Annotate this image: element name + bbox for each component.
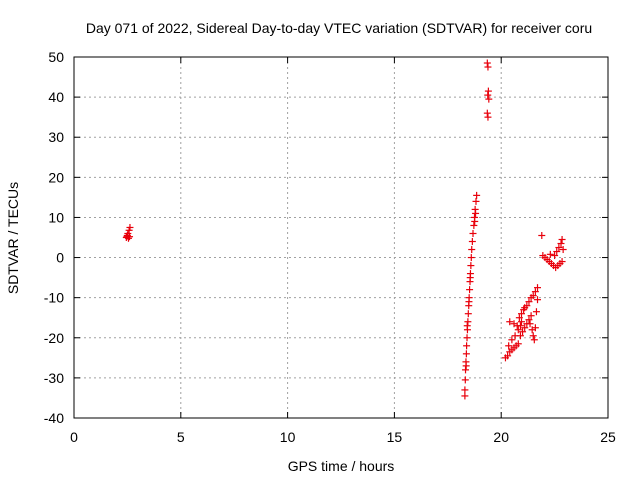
data-point	[126, 223, 134, 231]
data-point	[517, 318, 525, 326]
data-point	[472, 209, 480, 217]
chart-title: Day 071 of 2022, Sidereal Day-to-day VTE…	[86, 20, 592, 36]
x-tick-label: 0	[70, 429, 78, 445]
y-tick-label: 50	[48, 49, 64, 65]
data-point	[521, 324, 529, 332]
x-tick-label: 10	[280, 429, 296, 445]
data-point	[534, 284, 542, 292]
data-point	[526, 320, 534, 328]
data-point	[463, 334, 471, 342]
data-point	[529, 332, 537, 340]
data-point	[464, 310, 472, 318]
data-point	[462, 366, 470, 374]
data-point	[472, 197, 480, 205]
plot-frame	[73, 56, 609, 419]
data-point	[123, 232, 131, 240]
axis-ticks	[73, 56, 609, 419]
data-point	[546, 250, 554, 258]
data-point	[484, 63, 492, 71]
data-point	[469, 229, 477, 237]
data-point	[484, 113, 492, 121]
data-point	[467, 254, 475, 262]
data-point	[516, 332, 524, 340]
data-point	[531, 324, 539, 332]
data-point	[551, 252, 559, 260]
data-point	[531, 288, 539, 296]
y-tick-label: -40	[44, 410, 64, 426]
data-point	[508, 336, 516, 344]
y-tick-label: -20	[44, 330, 64, 346]
grid	[74, 57, 608, 418]
data-point	[527, 312, 535, 320]
y-tick-label: 20	[48, 169, 64, 185]
data-point	[504, 352, 512, 360]
data-point	[514, 340, 522, 348]
data-point	[515, 314, 523, 322]
data-point	[517, 310, 525, 318]
data-point	[519, 328, 527, 336]
data-point	[505, 342, 513, 350]
y-tick-label: -10	[44, 290, 64, 306]
data-point	[525, 316, 533, 324]
data-point	[553, 248, 561, 256]
data-point	[555, 244, 563, 252]
data-point	[558, 236, 566, 244]
data-point	[462, 362, 470, 370]
data-point	[483, 109, 491, 117]
data-point	[483, 59, 491, 67]
data-point	[523, 302, 531, 310]
data-point	[557, 240, 565, 248]
data-point	[484, 87, 492, 95]
data-point	[466, 286, 474, 294]
data-point	[513, 322, 521, 330]
y-tick-label: -30	[44, 370, 64, 386]
data-point	[538, 231, 546, 239]
data-point	[462, 350, 470, 358]
axis-tick-labels: 0 5 10 15 20 25 -40 -30 -20 -10 0 10 20 30 40 50	[44, 49, 616, 445]
y-tick-label: 10	[48, 209, 64, 225]
y-tick-label: 40	[48, 89, 64, 105]
data-point	[461, 386, 469, 394]
x-tick-label: 5	[177, 429, 185, 445]
data-point	[558, 258, 566, 266]
data-point	[463, 322, 471, 330]
y-tick-label: 0	[56, 250, 64, 266]
y-tick-label: 30	[48, 129, 64, 145]
data-point	[484, 91, 492, 99]
x-tick-label: 20	[493, 429, 509, 445]
data-point	[532, 308, 540, 316]
data-point	[464, 318, 472, 326]
data-point	[465, 298, 473, 306]
y-axis-label: SDTVAR / TECUs	[5, 182, 21, 294]
data-point	[461, 392, 469, 400]
data-point	[463, 342, 471, 350]
data-point	[468, 238, 476, 246]
data-point	[530, 336, 538, 344]
x-axis-label: GPS time / hours	[288, 458, 395, 474]
data-point	[466, 274, 474, 282]
data-point	[525, 298, 533, 306]
x-tick-label: 15	[387, 429, 403, 445]
x-tick-label: 25	[600, 429, 616, 445]
data-point	[461, 376, 469, 384]
data-point	[506, 318, 514, 326]
data-point	[468, 246, 476, 254]
data-point	[529, 292, 537, 300]
data-points	[122, 59, 567, 400]
data-point	[470, 221, 478, 229]
data-point	[534, 296, 542, 304]
data-point	[471, 217, 479, 225]
data-point	[485, 95, 493, 103]
data-point	[467, 262, 475, 270]
data-point	[559, 246, 567, 254]
data-point	[514, 326, 522, 334]
data-point	[473, 191, 481, 199]
